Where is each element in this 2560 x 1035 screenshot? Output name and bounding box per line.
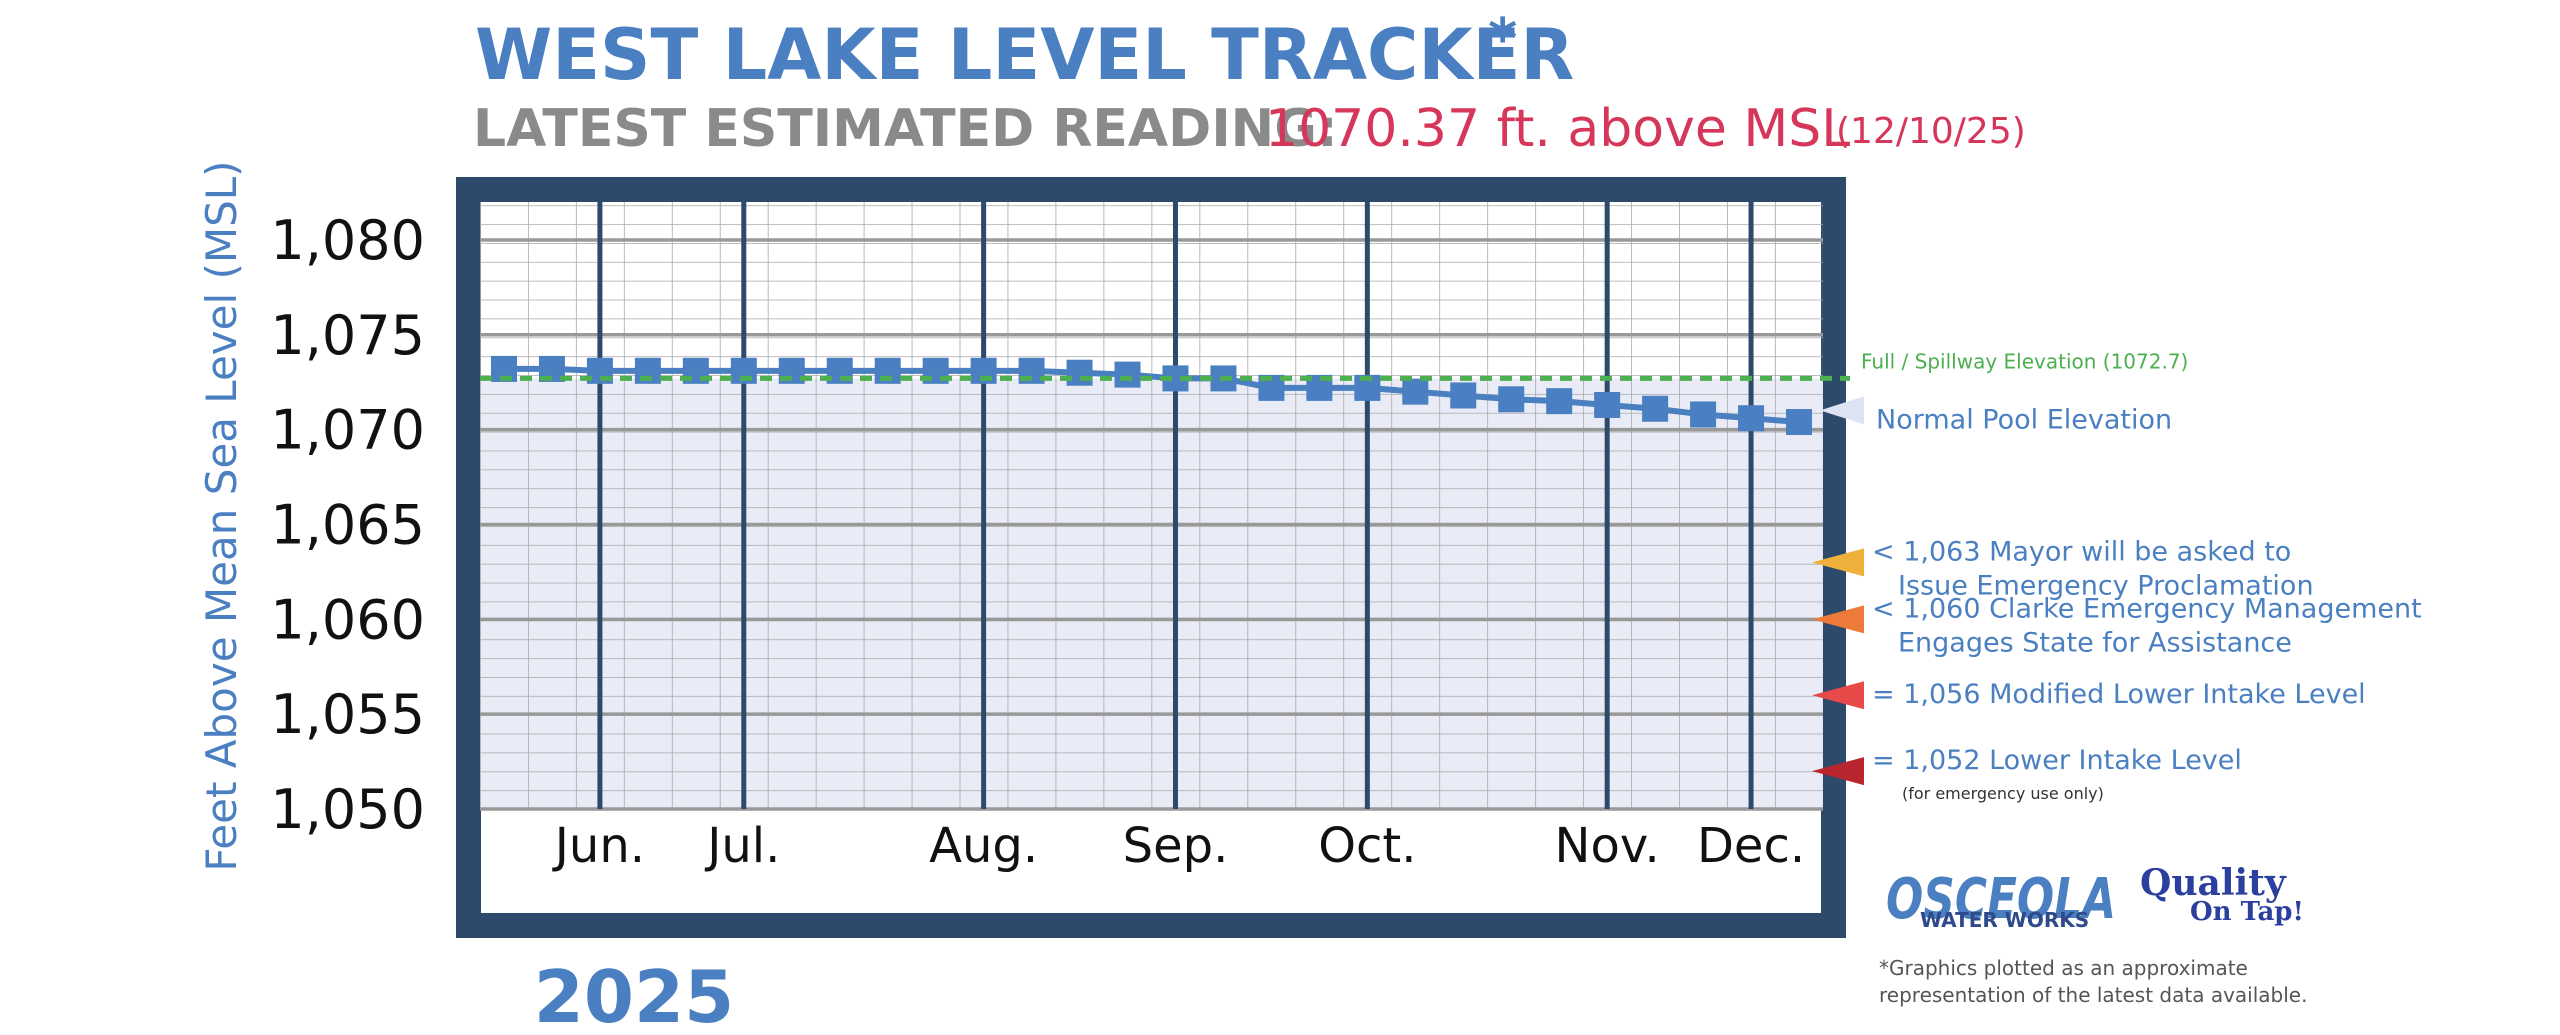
y-tick-label: 1,050 (270, 778, 425, 841)
y-tick-label: 1,065 (270, 493, 425, 556)
logo-quality: Quality On Tap! (2140, 862, 2304, 927)
threshold-label: Issue Emergency Proclamation (1898, 570, 2314, 601)
threshold-marker (1812, 681, 1864, 710)
logo-text: Quality (2140, 862, 2287, 904)
threshold-label: < 1,060 Clarke Emergency Management (1872, 593, 2422, 624)
x-tick-label: Oct. (1318, 818, 1416, 874)
plot: 1,050 1,055 1,060 1,065 1,070 1,075 1,080 Jun. J… (270, 202, 1823, 874)
y-tick-label: 1,055 (270, 683, 425, 746)
x-tick-label: Aug. (929, 818, 1038, 874)
data-point (1546, 388, 1573, 415)
data-point (1738, 405, 1765, 432)
data-point (1450, 382, 1477, 409)
logo-osceola: OSCEOLA WATER WORKS (1886, 867, 2116, 932)
x-tick-label: Dec. (1697, 818, 1805, 874)
data-point (1690, 401, 1717, 428)
x-tick-label: Jul. (704, 818, 780, 874)
normal-pool-marker (1820, 396, 1864, 425)
data-point (1498, 386, 1525, 413)
threshold-label: = 1,052 Lower Intake Level (1872, 745, 2242, 776)
x-tick-label: Nov. (1555, 818, 1660, 874)
logo-text: OSCEOLA (1886, 867, 2116, 932)
data-point (1642, 395, 1669, 422)
x-tick-label: Sep. (1123, 818, 1229, 874)
y-tick-label: 1,075 (270, 304, 425, 367)
threshold-label: = 1,056 Modified Lower Intake Level (1872, 679, 2366, 710)
year-label: 2025 (534, 955, 734, 1035)
data-point (1786, 409, 1813, 436)
data-point (1402, 378, 1429, 405)
data-point (1114, 361, 1141, 388)
threshold-marker (1812, 605, 1864, 634)
title: WEST LAKE LEVEL TRACKER (475, 14, 1574, 96)
y-tick-label: 1,060 (270, 588, 425, 651)
threshold-marker (1812, 548, 1864, 577)
threshold-label: Engages State for Assistance (1898, 627, 2292, 658)
data-point (1594, 391, 1621, 418)
y-tick-label: 1,080 (270, 209, 425, 272)
threshold-label: < 1,063 Mayor will be asked to (1872, 536, 2291, 567)
reference-label: Full / Spillway Elevation (1072.7) (1861, 349, 2188, 373)
data-point (1066, 359, 1093, 386)
y-tick-label: 1,070 (270, 399, 425, 462)
threshold-marker (1812, 757, 1864, 786)
threshold-label: (for emergency use only) (1902, 784, 2104, 803)
reading-date: (12/10/25) (1836, 111, 2026, 152)
footnote: representation of the latest data availa… (1879, 983, 2307, 1007)
normal-pool-label: Normal Pool Elevation (1876, 404, 2172, 435)
y-axis-label: Feet Above Mean Sea Level (MSL) (197, 160, 246, 871)
subtitle-label: LATEST ESTIMATED READING: (473, 99, 1338, 159)
logo-text: WATER WORKS (1920, 908, 2089, 932)
reading: 1070.37 ft. above MSL (1265, 99, 1850, 159)
logo-text: On Tap! (2190, 897, 2304, 927)
x-tick-label: Jun. (552, 818, 645, 874)
footnote: *Graphics plotted as an approximate (1879, 956, 2248, 980)
minor-grid (480, 202, 1823, 809)
title-mark: * (1488, 7, 1517, 72)
